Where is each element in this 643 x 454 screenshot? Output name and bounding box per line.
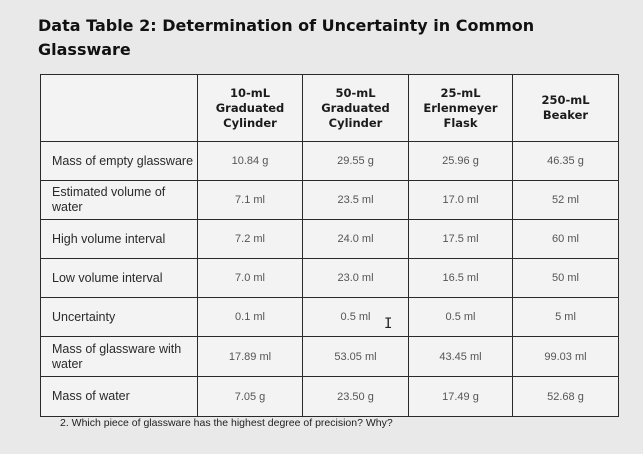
- row-label: Uncertainty: [40, 297, 198, 337]
- table-cell: 7.2 ml: [197, 219, 303, 259]
- table-cell: 29.55 g: [302, 141, 409, 181]
- header-cell-empty: [40, 74, 198, 142]
- table-cell: 16.5 ml: [408, 258, 513, 298]
- table-cell: 17.49 g: [408, 376, 513, 417]
- header-cell: 50-mL Graduated Cylinder: [302, 74, 409, 142]
- table-row: Low volume interval 7.0 ml 23.0 ml 16.5 ml 5…: [40, 258, 619, 298]
- table-cell: 7.1 ml: [197, 180, 303, 220]
- table-cell: 10.84 g: [197, 141, 303, 181]
- table-cell: 52 ml: [512, 180, 619, 220]
- table-cell: 0.1 ml: [197, 297, 303, 337]
- row-label: Estimated volume of water: [40, 180, 198, 220]
- table-cell: 23.5 ml: [302, 180, 409, 220]
- header-cell: 25-mL Erlenmeyer Flask: [408, 74, 513, 142]
- table-cell: 53.05 ml: [302, 336, 409, 377]
- table-cell: 0.5 ml: [408, 297, 513, 337]
- table-cell: 46.35 g: [512, 141, 619, 181]
- header-cell: 250-mL Beaker: [512, 74, 619, 142]
- table-row: Mass of water 7.05 g 23.50 g 17.49 g 52.68 g: [40, 376, 619, 417]
- table-cell: 23.0 ml: [302, 258, 409, 298]
- table-cell: 43.45 ml: [408, 336, 513, 377]
- question-text: 2. Which piece of glassware has the high…: [60, 417, 393, 429]
- row-label: Low volume interval: [40, 258, 198, 298]
- text-cursor-icon: I: [384, 316, 393, 332]
- table-row: Mass of glassware with water 17.89 ml 53.0…: [40, 336, 619, 377]
- table-cell: 52.68 g: [512, 376, 619, 417]
- table-cell: 25.96 g: [408, 141, 513, 181]
- row-label: Mass of glassware with water: [40, 336, 198, 377]
- table-cell: 7.05 g: [197, 376, 303, 417]
- header-cell: 10-mL Graduated Cylinder: [197, 74, 303, 142]
- row-label: Mass of empty glassware: [40, 141, 198, 181]
- table-row: Estimated volume of water 7.1 ml 23.5 ml 17…: [40, 180, 619, 220]
- row-label: Mass of water: [40, 376, 198, 417]
- table-cell: 23.50 g: [302, 376, 409, 417]
- table-cell: 24.0 ml: [302, 219, 409, 259]
- table-cell: 17.5 ml: [408, 219, 513, 259]
- table-cell: 99.03 ml: [512, 336, 619, 377]
- table-row: Uncertainty 0.1 ml 0.5 ml 0.5 ml 5 ml: [40, 297, 619, 337]
- table-cell: 5 ml: [512, 297, 619, 337]
- page-title: Data Table 2: Determination of Uncertain…: [38, 16, 535, 59]
- table-row: High volume interval 7.2 ml 24.0 ml 17.5 ml…: [40, 219, 619, 259]
- table-cell: 60 ml: [512, 219, 619, 259]
- data-table: 10-mL Graduated Cylinder 50-mL Graduated Cyl…: [40, 74, 619, 417]
- table-cell: 0.5 ml: [302, 297, 409, 337]
- table-cell: 17.0 ml: [408, 180, 513, 220]
- table-cell: 50 ml: [512, 258, 619, 298]
- table-cell: 17.89 ml: [197, 336, 303, 377]
- table-cell: 7.0 ml: [197, 258, 303, 298]
- row-label: High volume interval: [40, 219, 198, 259]
- table-row: Mass of empty glassware 10.84 g 29.55 g 25.…: [40, 141, 619, 181]
- header-row: 10-mL Graduated Cylinder 50-mL Graduated Cyl…: [40, 74, 619, 142]
